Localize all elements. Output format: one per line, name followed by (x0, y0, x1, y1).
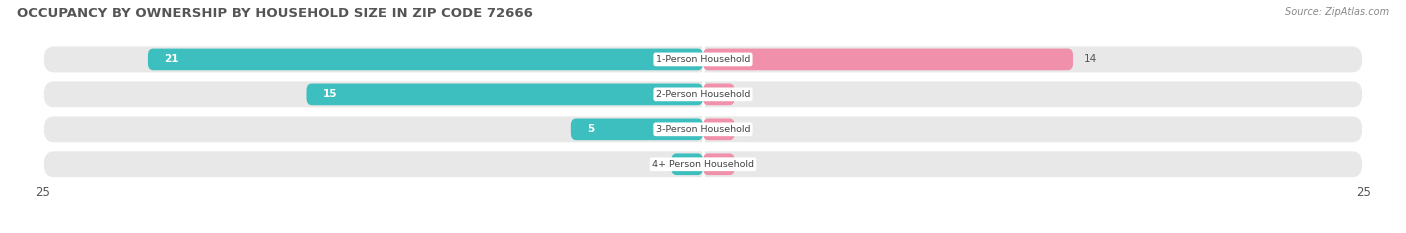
Text: 0: 0 (745, 159, 752, 169)
Text: 0: 0 (745, 124, 752, 134)
FancyBboxPatch shape (148, 49, 703, 70)
Text: 1-Person Household: 1-Person Household (655, 55, 751, 64)
Legend: Owner-occupied, Renter-occupied: Owner-occupied, Renter-occupied (574, 230, 832, 233)
FancyBboxPatch shape (703, 49, 1073, 70)
FancyBboxPatch shape (571, 118, 703, 140)
Text: 3-Person Household: 3-Person Household (655, 125, 751, 134)
FancyBboxPatch shape (42, 80, 1364, 109)
Text: Source: ZipAtlas.com: Source: ZipAtlas.com (1285, 7, 1389, 17)
Text: 21: 21 (163, 55, 179, 64)
Text: 14: 14 (1084, 55, 1097, 64)
Text: OCCUPANCY BY OWNERSHIP BY HOUSEHOLD SIZE IN ZIP CODE 72666: OCCUPANCY BY OWNERSHIP BY HOUSEHOLD SIZE… (17, 7, 533, 20)
FancyBboxPatch shape (42, 115, 1364, 144)
Text: 4+ Person Household: 4+ Person Household (652, 160, 754, 169)
FancyBboxPatch shape (42, 45, 1364, 74)
FancyBboxPatch shape (307, 84, 703, 105)
FancyBboxPatch shape (703, 154, 735, 175)
FancyBboxPatch shape (671, 154, 703, 175)
FancyBboxPatch shape (42, 150, 1364, 179)
Text: 15: 15 (322, 89, 337, 99)
Text: 0: 0 (745, 89, 752, 99)
FancyBboxPatch shape (703, 84, 735, 105)
Text: 5: 5 (586, 124, 593, 134)
Text: 0: 0 (686, 159, 692, 169)
FancyBboxPatch shape (703, 118, 735, 140)
Text: 2-Person Household: 2-Person Household (655, 90, 751, 99)
